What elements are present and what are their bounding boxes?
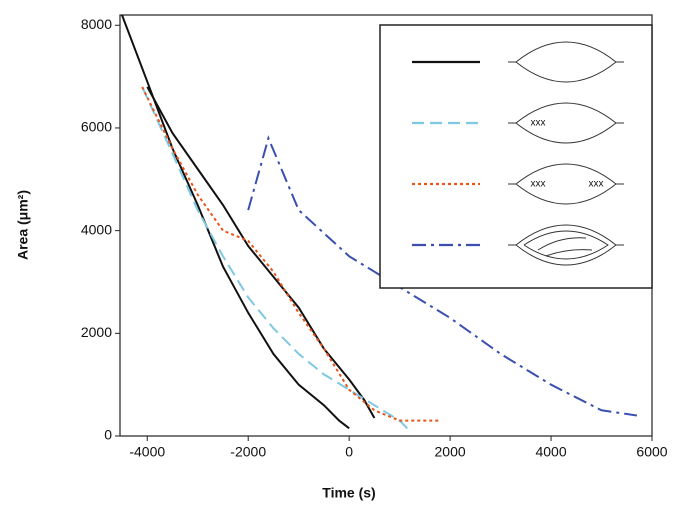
y-tick-label: 4000 (81, 221, 112, 237)
series-line (121, 14, 350, 430)
legend-icons: xxx xxx xxx (508, 41, 624, 266)
x-axis-label: Time (s) (322, 485, 375, 501)
x-tick-label: 0 (345, 444, 353, 460)
x-tick-label: 4000 (535, 444, 566, 460)
x-tick-label: 6000 (636, 444, 667, 460)
series-line (141, 86, 440, 422)
svg-text:xxx: xxx (589, 179, 604, 190)
x-tick-label: -2000 (230, 444, 266, 460)
y-tick-label: 6000 (81, 119, 112, 135)
series-line (141, 86, 411, 432)
x-tick-label: 2000 (435, 444, 466, 460)
svg-text:xxx: xxx (531, 118, 546, 129)
y-tick-label: 0 (104, 427, 112, 443)
y-tick-label: 8000 (81, 16, 112, 32)
svg-text:xxx: xxx (531, 179, 546, 190)
y-axis-label: Area (μm²) (15, 190, 31, 260)
series-line (247, 135, 638, 417)
series-line (146, 86, 376, 419)
legend: xxx xxx xxx (379, 24, 653, 289)
y-tick-label: 2000 (81, 324, 112, 340)
x-tick-label: -4000 (129, 444, 165, 460)
